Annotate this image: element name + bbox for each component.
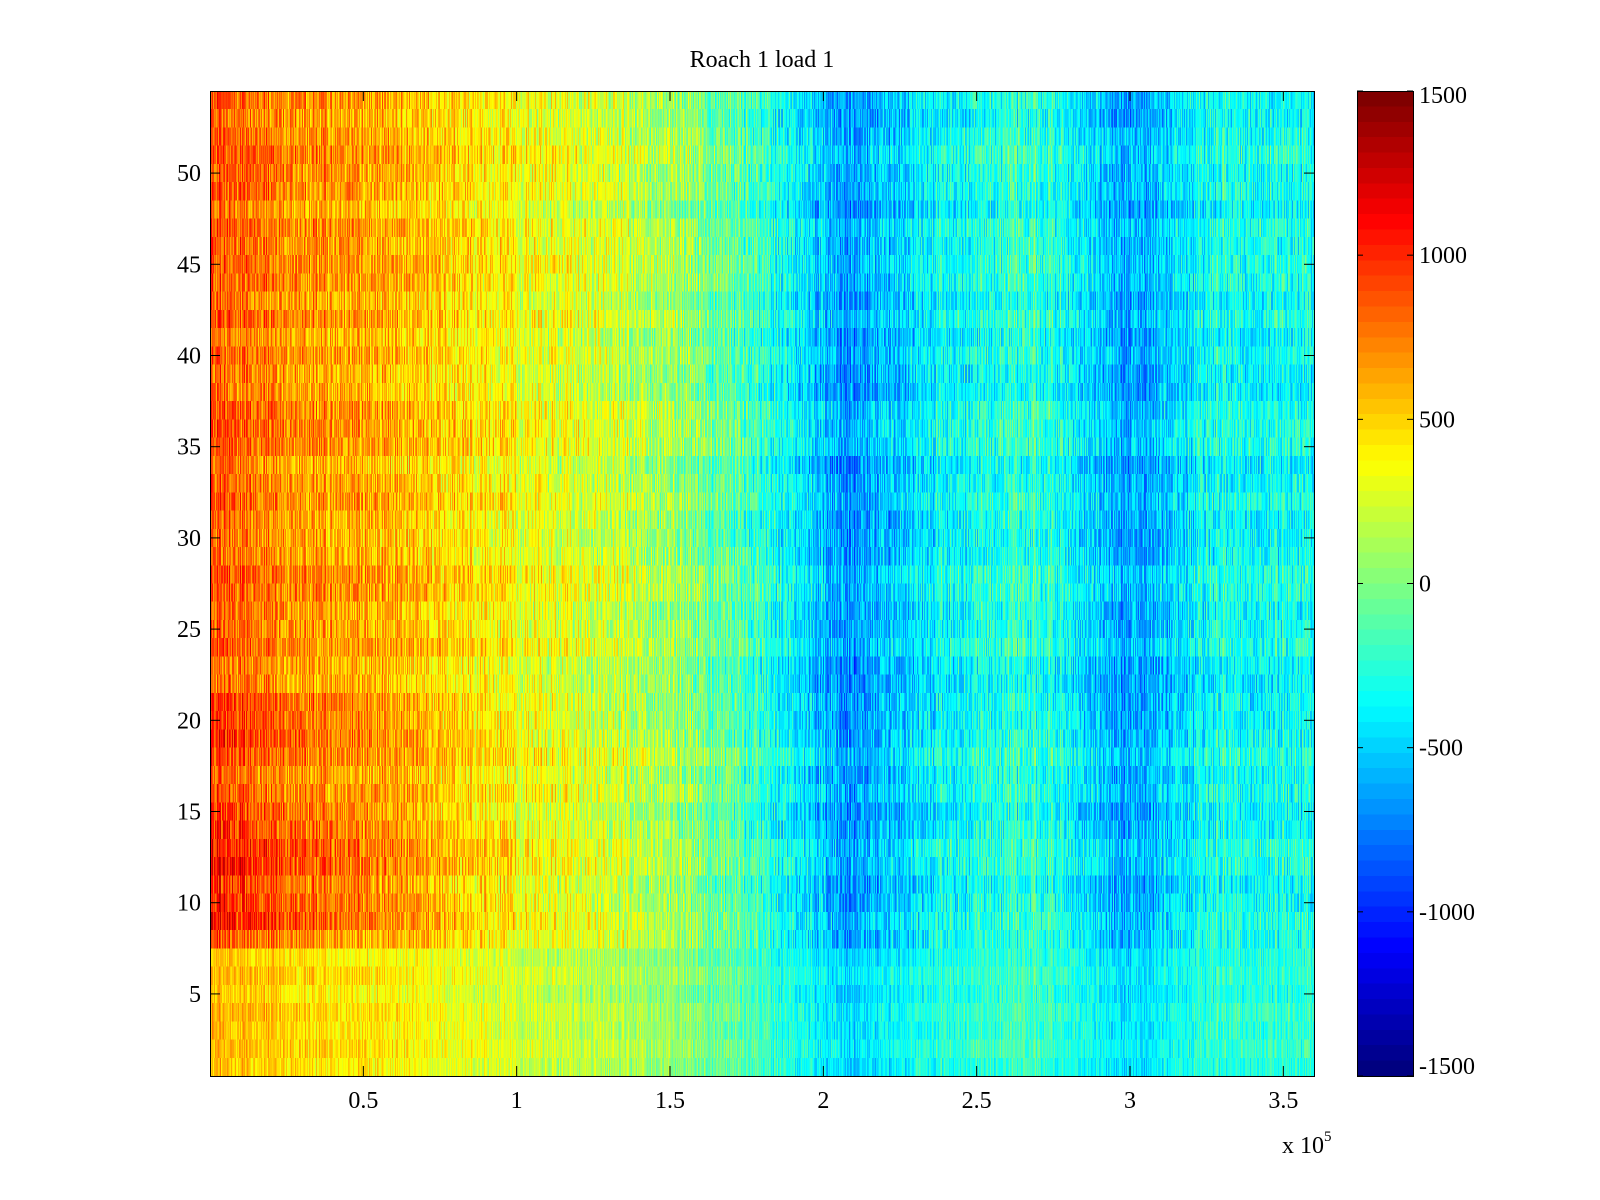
x-tick-label: 0.5	[348, 1088, 378, 1114]
colorbar-ticks: 1500 1000 500 0 -500 -1000 -1500	[1419, 83, 1475, 1080]
colorbar-tick-label: -500	[1419, 736, 1463, 762]
x-tick-label: 1	[511, 1088, 523, 1114]
x-axis-multiplier-power: 5	[1324, 1129, 1332, 1145]
x-tick-label: 2.5	[962, 1088, 992, 1114]
x-axis-multiplier-base: x 10	[1282, 1133, 1324, 1159]
y-tick-label: 15	[177, 800, 201, 826]
chart-title: Roach 1 load 1	[690, 47, 835, 73]
colorbar-image	[1357, 91, 1413, 1076]
colorbar-tick-label: 500	[1419, 407, 1455, 433]
x-axis-ticks: 0.5 1 1.5 2 2.5 3 3.5	[348, 1088, 1298, 1114]
x-axis-multiplier: x 105	[1282, 1129, 1332, 1159]
x-tick-label: 3	[1124, 1088, 1136, 1114]
y-tick-label: 35	[177, 435, 201, 461]
heatmap-image	[210, 91, 1314, 1076]
x-tick-label: 1.5	[655, 1088, 685, 1114]
y-tick-label: 25	[177, 617, 201, 643]
colorbar-tick-label: 1500	[1419, 83, 1467, 109]
colorbar-tick-label: -1000	[1419, 900, 1475, 926]
x-tick-label: 3.5	[1268, 1088, 1298, 1114]
y-tick-label: 45	[177, 252, 201, 278]
y-tick-label: 40	[177, 343, 201, 369]
y-tick-label: 30	[177, 526, 201, 552]
x-tick-label: 2	[817, 1088, 829, 1114]
y-axis-ticks: 5 10 15 20 25 30 35 40 45 50	[177, 161, 201, 1008]
y-tick-label: 10	[177, 891, 201, 917]
y-tick-label: 20	[177, 708, 201, 734]
colorbar-tick-label: 0	[1419, 572, 1431, 598]
y-tick-label: 50	[177, 161, 201, 187]
colorbar-tick-label: 1000	[1419, 243, 1467, 269]
colorbar-tick-label: -1500	[1419, 1054, 1475, 1080]
y-tick-label: 5	[189, 982, 201, 1008]
